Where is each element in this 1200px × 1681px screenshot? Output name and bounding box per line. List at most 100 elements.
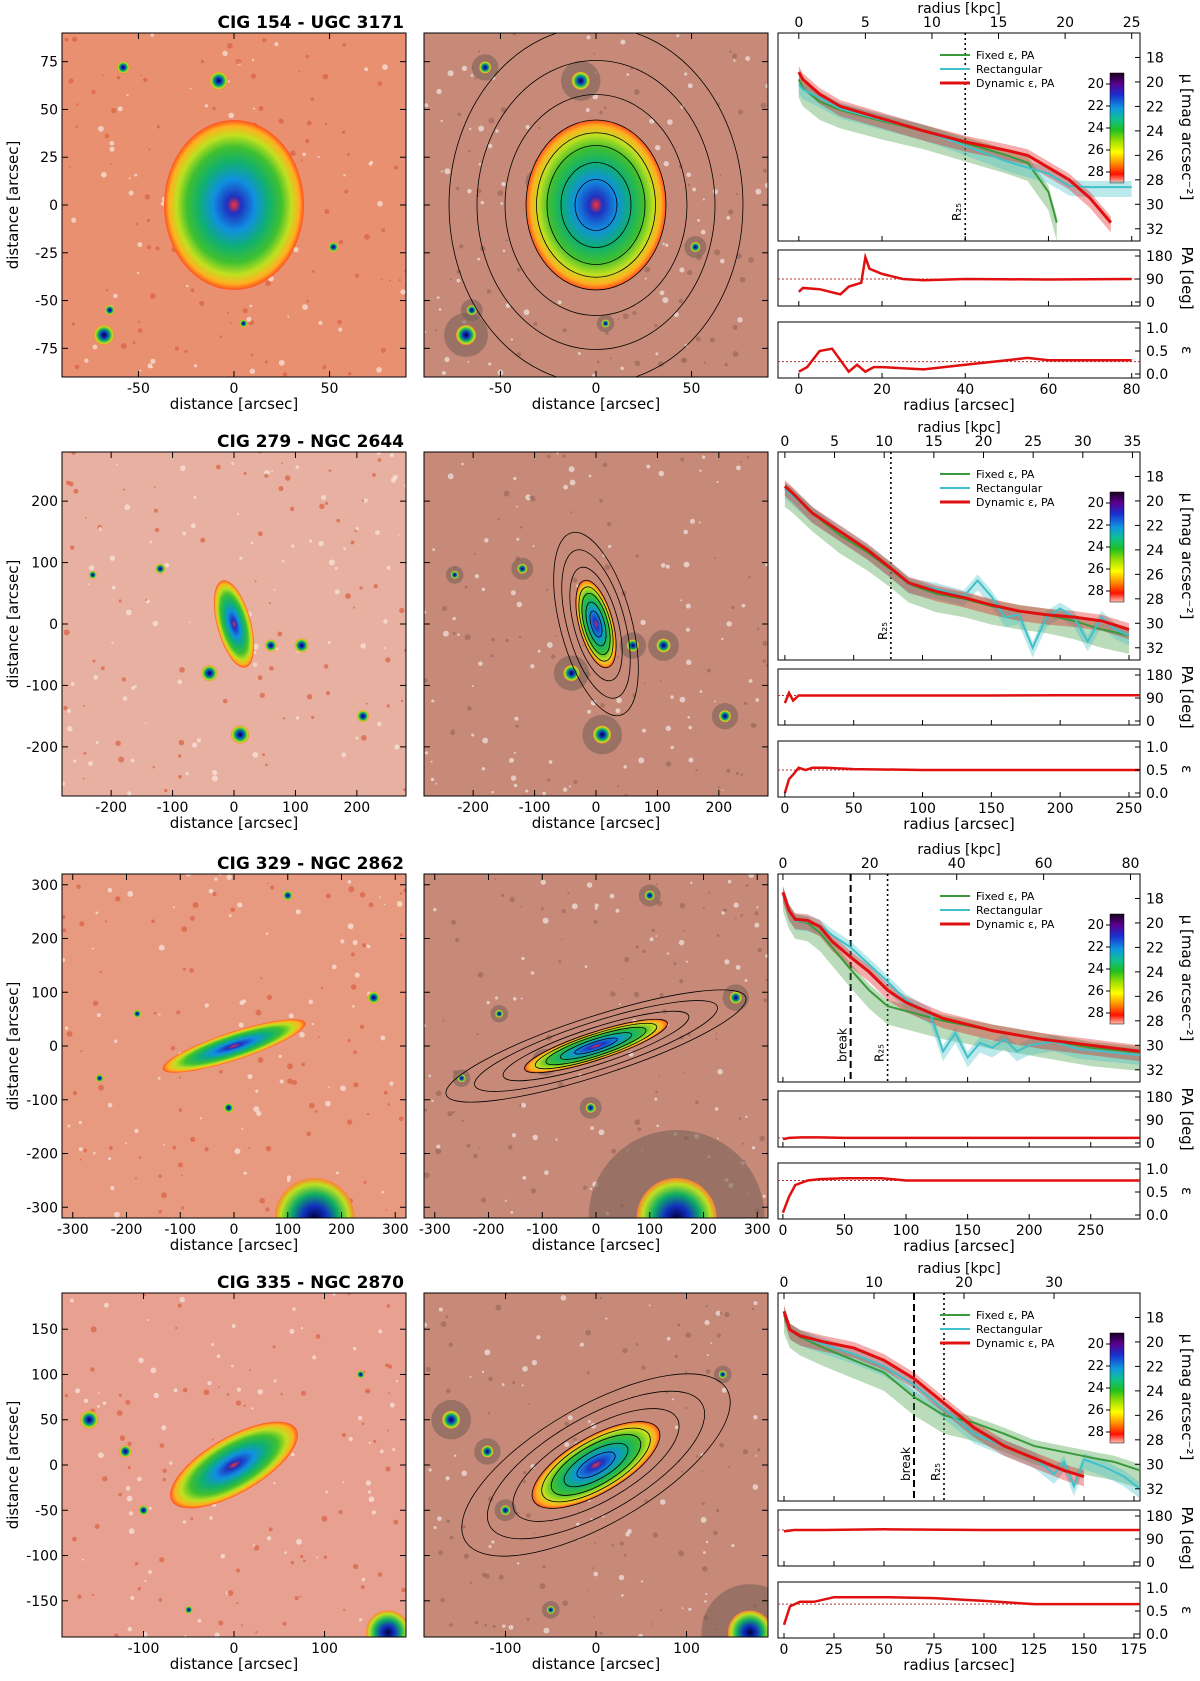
eps-tick-label: 0.5: [1146, 1185, 1168, 1201]
image-x-tick-label: 0: [230, 1641, 239, 1657]
eps-tick-label: 0.0: [1146, 1208, 1168, 1224]
image-x-tick-label: 100: [274, 1222, 301, 1238]
arcsec-axis-label: radius [arcsec]: [903, 396, 1014, 414]
colorbar-tick-label: 24: [1087, 962, 1104, 977]
arcsec-tick-label: 50: [875, 1642, 893, 1658]
image-x-tick-label: 100: [282, 800, 309, 816]
image-y-tick-label: -150: [26, 1594, 58, 1610]
eps-tick-label: 0.0: [1146, 786, 1168, 802]
ellipticity-line: [798, 347, 1132, 374]
pa-line: [783, 1528, 1140, 1533]
colorbar-tick-label: 22: [1087, 1359, 1104, 1374]
arcsec-tick-label: 25: [825, 1642, 843, 1658]
kpc-tick-label: 40: [948, 856, 966, 872]
r25-label: R₂₅: [950, 203, 964, 221]
mu-tick-label: 24: [1146, 124, 1164, 140]
image-x-tick-label: 200: [690, 1222, 717, 1238]
break-label: break: [836, 1028, 850, 1062]
mu-tick-label: 24: [1146, 543, 1164, 559]
legend-entry-fixed: Fixed ε, PA: [976, 468, 1035, 481]
image-y-tick-label: -50: [35, 294, 58, 310]
galaxy-image-panel: [62, 452, 406, 796]
image-y-tick-label: 0: [49, 617, 58, 633]
pa-tick-label: 0: [1146, 1555, 1155, 1571]
panel-title: CIG 154 - UGC 3171: [217, 13, 404, 33]
kpc-tick-label: 0: [794, 15, 803, 31]
kpc-tick-label: 15: [925, 434, 943, 450]
kpc-axis-label: radius [kpc]: [917, 1, 1000, 17]
mu-tick-label: 20: [1146, 75, 1164, 91]
kpc-tick-label: 10: [875, 434, 893, 450]
image-y-tick-label: 0: [49, 1458, 58, 1474]
image-y-tick-label: 75: [40, 55, 58, 71]
image-y-tick-label: 150: [31, 1322, 58, 1338]
image-x-tick-label: -50: [127, 381, 150, 397]
surface-brightness-axes: [777, 873, 1141, 1083]
colorbar: [1109, 913, 1125, 1025]
arcsec-tick-label: 100: [893, 1223, 920, 1239]
colorbar-tick-label: 28: [1087, 165, 1104, 180]
masked-image-panel: [424, 874, 768, 1218]
pa-tick-label: 0: [1146, 295, 1155, 311]
image-y-tick-label: -25: [35, 246, 58, 262]
colorbar-tick-label: 24: [1087, 540, 1104, 555]
mu-tick-label: 22: [1146, 1359, 1164, 1375]
image-xlabel: distance [arcsec]: [532, 395, 661, 413]
image-y-tick-label: 100: [31, 985, 58, 1001]
surface-brightness-axes: [777, 32, 1141, 242]
break-label: break: [899, 1447, 913, 1481]
arcsec-tick-label: 175: [1121, 1642, 1148, 1658]
r25-label: R₂₅: [929, 1463, 943, 1481]
image-ylabel: distance [arcsec]: [4, 141, 22, 270]
colorbar-tick-label: 26: [1087, 1403, 1104, 1418]
arcsec-tick-label: 0: [794, 382, 803, 398]
image-y-tick-label: 0: [49, 198, 58, 214]
pa-tick-label: 90: [1146, 272, 1164, 288]
mu-tick-label: 26: [1146, 1408, 1164, 1424]
colorbar-tick-label: 22: [1087, 940, 1104, 955]
mu-tick-label: 32: [1146, 641, 1164, 657]
kpc-tick-label: 25: [1024, 434, 1042, 450]
error-band: [782, 886, 1140, 1062]
r25-label: R₂₅: [873, 1044, 887, 1062]
eps-axis-label: ε: [1178, 1606, 1196, 1614]
eps-tick-label: 1.0: [1146, 740, 1168, 756]
image-x-tick-label: 0: [230, 1222, 239, 1238]
colorbar-tick-label: 20: [1087, 918, 1104, 933]
mu-axis-label: μ [mag arcsec⁻²]: [1178, 915, 1196, 1042]
kpc-tick-label: 10: [865, 1275, 883, 1291]
arcsec-tick-label: 150: [1071, 1642, 1098, 1658]
colorbar-tick-label: 28: [1087, 1425, 1104, 1440]
arcsec-tick-label: 100: [971, 1642, 998, 1658]
kpc-tick-label: 20: [975, 434, 993, 450]
ellipticity-line: [783, 766, 1140, 794]
colorbar-tick-label: 26: [1087, 562, 1104, 577]
image-x-tick-label: -100: [164, 1222, 196, 1238]
masked-image-panel: [424, 33, 768, 377]
image-x-tick-label: -200: [95, 800, 127, 816]
colorbar-tick-label: 20: [1087, 1337, 1104, 1352]
image-x-tick-label: 300: [744, 1222, 771, 1238]
mu-tick-label: 26: [1146, 989, 1164, 1005]
error-band: [784, 480, 1129, 640]
series-line-dynamic: [782, 1310, 1085, 1478]
image-x-tick-label: 50: [683, 381, 701, 397]
arcsec-tick-label: 150: [954, 1223, 981, 1239]
image-y-tick-label: 50: [40, 102, 58, 118]
arcsec-tick-label: 100: [909, 801, 936, 817]
mu-tick-label: 18: [1146, 891, 1164, 907]
error-band: [784, 482, 1129, 654]
kpc-tick-label: 30: [1074, 434, 1092, 450]
mu-tick-label: 30: [1146, 616, 1164, 632]
image-x-tick-label: 100: [636, 1222, 663, 1238]
eps-tick-label: 1.0: [1146, 321, 1168, 337]
mu-tick-label: 32: [1146, 222, 1164, 238]
image-y-tick-label: 200: [31, 932, 58, 948]
legend-entry-rect: Rectangular: [976, 482, 1043, 495]
colorbar-tick-label: 20: [1087, 496, 1104, 511]
mu-tick-label: 20: [1146, 1335, 1164, 1351]
image-y-tick-label: -200: [26, 1147, 58, 1163]
image-y-tick-label: -300: [26, 1200, 58, 1216]
image-x-tick-label: 100: [644, 800, 671, 816]
image-x-tick-label: -100: [526, 1222, 558, 1238]
